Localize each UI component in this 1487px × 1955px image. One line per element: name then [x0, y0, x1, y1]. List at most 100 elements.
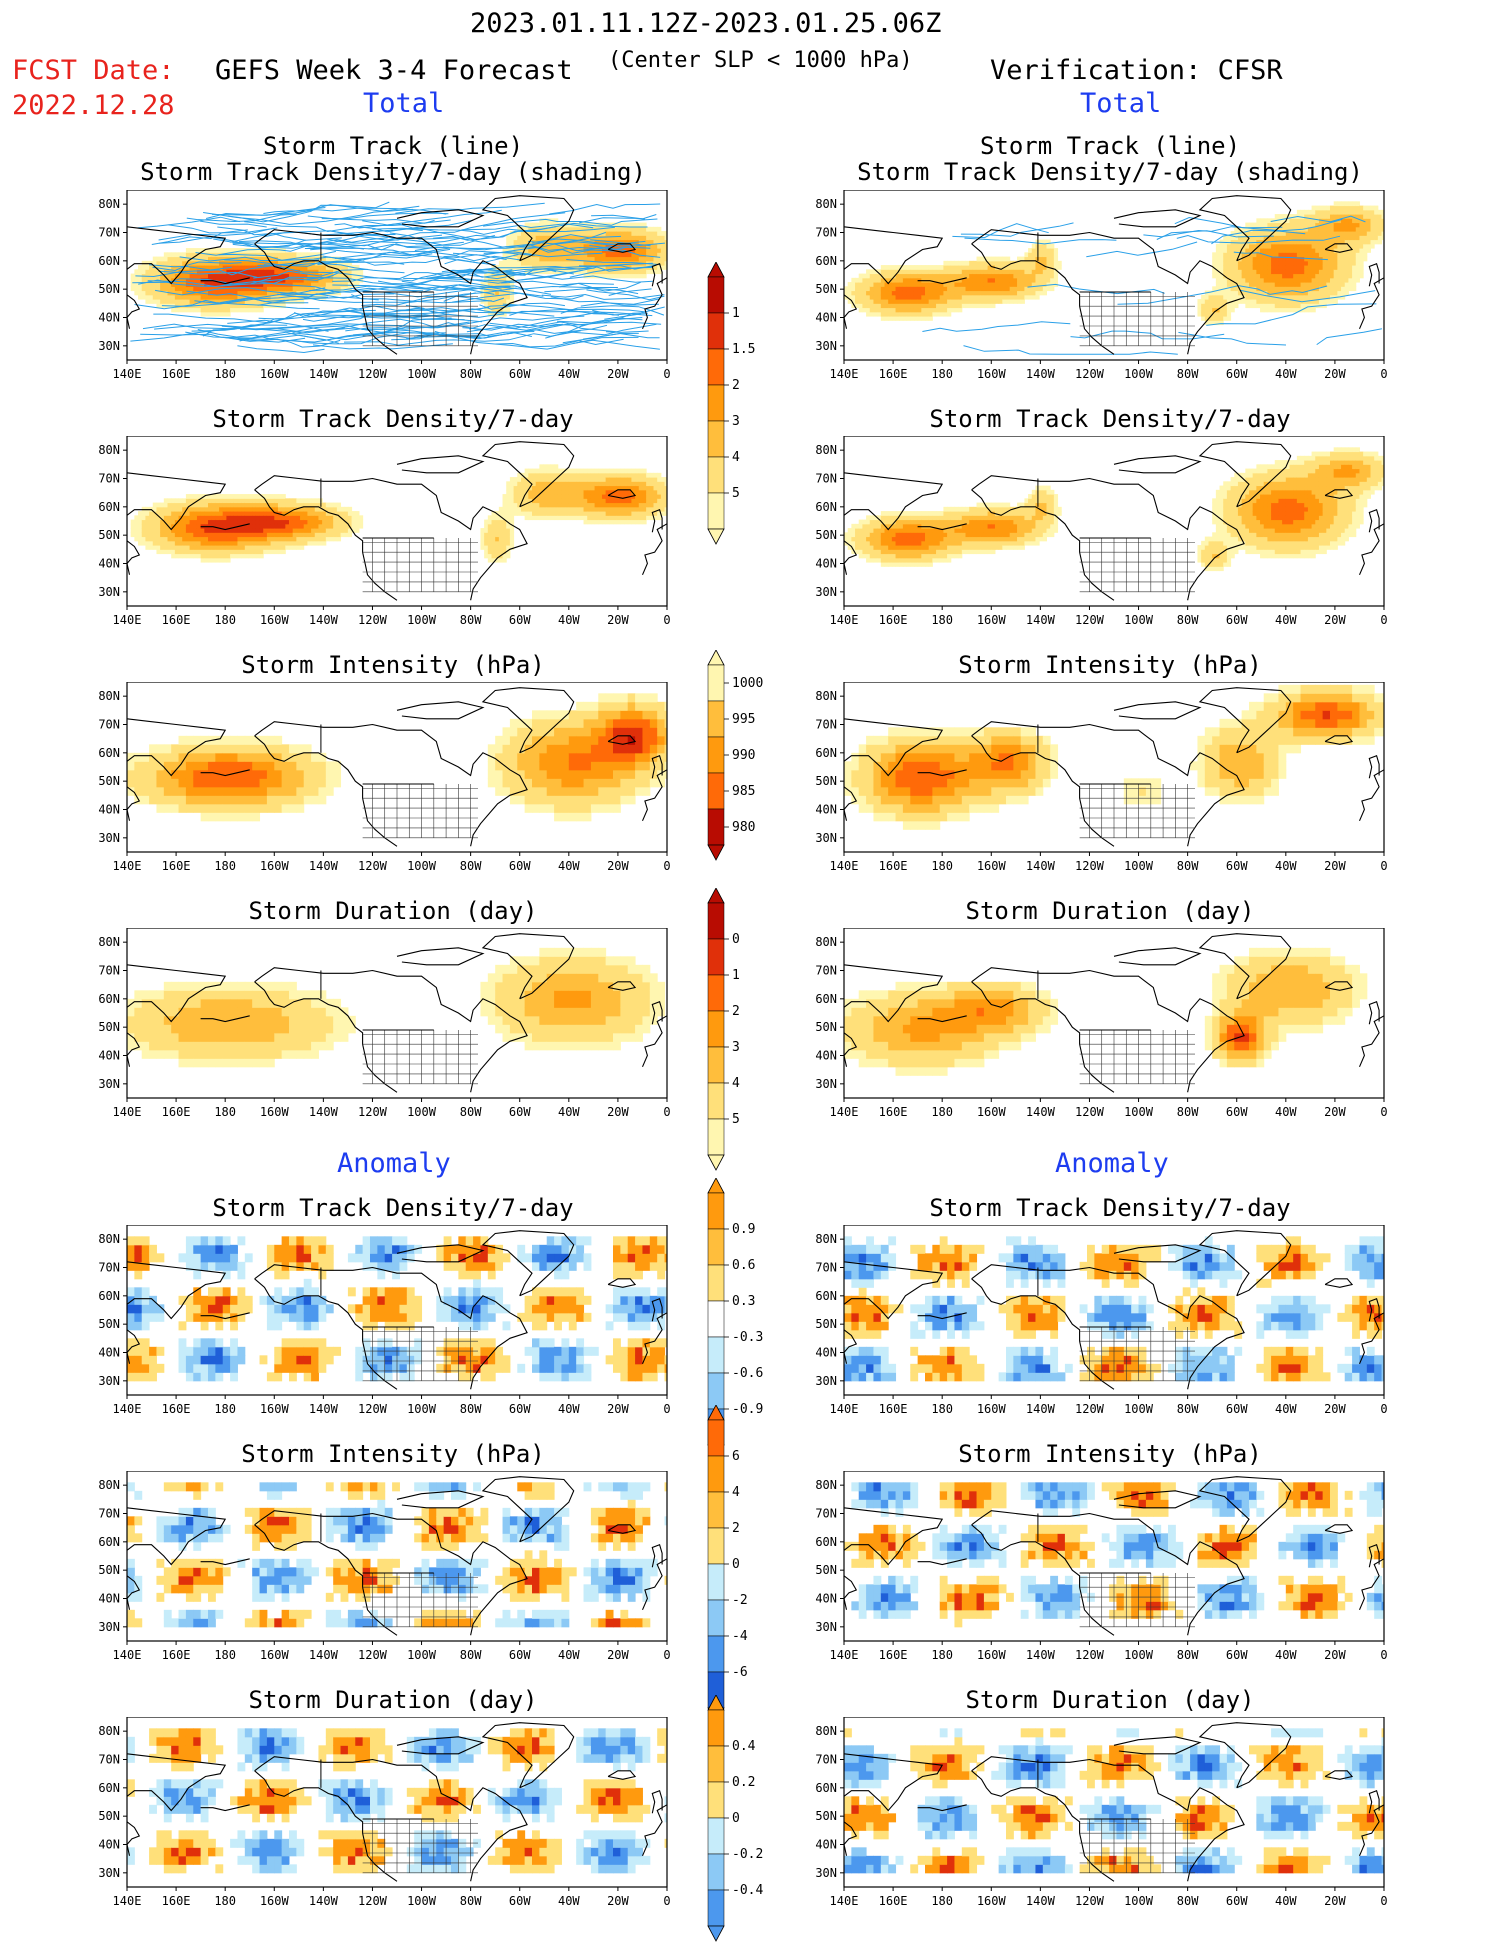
- title-anom-duration-left: Storm Duration (day): [113, 1686, 673, 1714]
- lat-tick-label: 60N: [98, 1535, 120, 1549]
- lon-tick-label: 0: [663, 859, 670, 873]
- lon-tick-label: 140E: [830, 1402, 859, 1416]
- lon-tick-label: 180: [931, 859, 953, 873]
- lat-tick-label: 60N: [98, 1289, 120, 1303]
- colorbar-tick-label: 6: [732, 1449, 740, 1464]
- lat-tick-label: 80N: [98, 1478, 120, 1492]
- lat-tick-label: 30N: [98, 1620, 120, 1634]
- lat-tick-label: 60N: [815, 254, 837, 268]
- lat-tick-label: 70N: [815, 1261, 837, 1275]
- lon-tick-label: 20W: [1324, 1894, 1346, 1908]
- lon-tick-label: 0: [663, 367, 670, 381]
- lat-tick-label: 30N: [815, 1077, 837, 1091]
- colorbar-tick-label: 5: [732, 1112, 740, 1127]
- title-duration-left: Storm Duration (day): [113, 897, 673, 925]
- lon-tick-label: 20W: [1324, 1648, 1346, 1662]
- lat-tick-label: 60N: [98, 1781, 120, 1795]
- lon-tick-label: 120W: [358, 367, 388, 381]
- lon-tick-label: 20W: [1324, 367, 1346, 381]
- lon-tick-label: 180: [931, 613, 953, 627]
- colorbar-tick-label: 0: [732, 1557, 740, 1572]
- lon-tick-label: 160W: [977, 1894, 1007, 1908]
- lon-tick-label: 20W: [607, 613, 629, 627]
- colorbar-tick-label: 3: [732, 1040, 740, 1055]
- lon-tick-label: 40W: [1275, 1894, 1297, 1908]
- title-anom-intensity-right: Storm Intensity (hPa): [830, 1440, 1390, 1468]
- lat-tick-label: 50N: [98, 1317, 120, 1331]
- title-track-shading-right: Storm Track Density/7-day (shading): [830, 158, 1390, 186]
- anomaly-label-right: Anomaly: [1055, 1148, 1169, 1179]
- lon-tick-label: 180: [214, 859, 236, 873]
- lat-tick-label: 70N: [815, 1753, 837, 1767]
- lon-tick-label: 160W: [977, 613, 1007, 627]
- lon-tick-label: 120W: [358, 1105, 388, 1119]
- lon-tick-label: 0: [663, 1402, 670, 1416]
- lat-tick-label: 60N: [815, 1781, 837, 1795]
- lon-tick-label: 120W: [1075, 367, 1105, 381]
- lon-tick-label: 140E: [113, 367, 142, 381]
- total-label-left: Total: [363, 88, 444, 119]
- title-anom-density-right: Storm Track Density/7-day: [830, 1194, 1390, 1222]
- colorbar-tick-label: 5: [732, 486, 740, 501]
- lon-tick-label: 60W: [509, 1402, 531, 1416]
- colorbar-tick-label: 4: [732, 1076, 740, 1091]
- lon-tick-label: 140E: [113, 859, 142, 873]
- lon-tick-label: 120W: [1075, 1894, 1105, 1908]
- lon-tick-label: 140W: [309, 859, 339, 873]
- lon-tick-label: 60W: [509, 367, 531, 381]
- colorbar-tick-label: 980: [732, 820, 755, 835]
- lat-tick-label: 40N: [98, 557, 120, 571]
- lat-tick-label: 70N: [815, 1507, 837, 1521]
- lat-tick-label: 60N: [815, 1535, 837, 1549]
- lat-tick-label: 60N: [98, 254, 120, 268]
- lon-tick-label: 160W: [260, 1105, 290, 1119]
- lon-tick-label: 60W: [509, 1648, 531, 1662]
- lat-tick-label: 50N: [815, 528, 837, 542]
- lon-tick-label: 100W: [1124, 859, 1154, 873]
- lon-tick-label: 160W: [260, 1648, 290, 1662]
- lat-tick-label: 80N: [815, 443, 837, 457]
- lon-tick-label: 160E: [162, 1402, 191, 1416]
- colorbar-tick-label: -0.4: [732, 1883, 763, 1898]
- colorbar-tick-label: -0.3: [732, 1330, 763, 1345]
- lon-tick-label: 140W: [309, 1894, 339, 1908]
- colorbar-tick-label: 2: [732, 1521, 740, 1536]
- lon-tick-label: 140W: [1026, 613, 1056, 627]
- lon-tick-label: 80W: [460, 1648, 482, 1662]
- lat-tick-label: 50N: [98, 1809, 120, 1823]
- lon-tick-label: 160W: [977, 1105, 1007, 1119]
- lon-tick-label: 80W: [1177, 367, 1199, 381]
- lat-tick-label: 40N: [98, 1838, 120, 1852]
- lon-tick-label: 140E: [830, 613, 859, 627]
- lon-tick-label: 180: [931, 1402, 953, 1416]
- lon-tick-label: 180: [931, 1894, 953, 1908]
- lon-tick-label: 80W: [460, 1105, 482, 1119]
- colorbar-tick-label: 0.4: [732, 1739, 756, 1754]
- lat-tick-label: 30N: [98, 339, 120, 353]
- lon-tick-label: 0: [1380, 1648, 1387, 1662]
- lon-tick-label: 100W: [407, 1894, 437, 1908]
- title-track-line-left: Storm Track (line): [113, 132, 673, 160]
- lon-tick-label: 180: [931, 367, 953, 381]
- lon-tick-label: 160E: [879, 1402, 908, 1416]
- lon-tick-label: 140E: [830, 1894, 859, 1908]
- lat-tick-label: 40N: [98, 1592, 120, 1606]
- lon-tick-label: 0: [1380, 859, 1387, 873]
- lon-tick-label: 160W: [977, 859, 1007, 873]
- lon-tick-label: 100W: [1124, 1894, 1154, 1908]
- lon-tick-label: 160E: [879, 1648, 908, 1662]
- title-anom-duration-right: Storm Duration (day): [830, 1686, 1390, 1714]
- lon-tick-label: 0: [1380, 367, 1387, 381]
- lat-tick-label: 40N: [815, 803, 837, 817]
- lat-tick-label: 60N: [98, 992, 120, 1006]
- lon-tick-label: 80W: [460, 367, 482, 381]
- lon-tick-label: 160E: [162, 859, 191, 873]
- fcst-date: 2022.12.28: [12, 90, 175, 121]
- lat-tick-label: 50N: [98, 1563, 120, 1577]
- lon-tick-label: 80W: [1177, 1648, 1199, 1662]
